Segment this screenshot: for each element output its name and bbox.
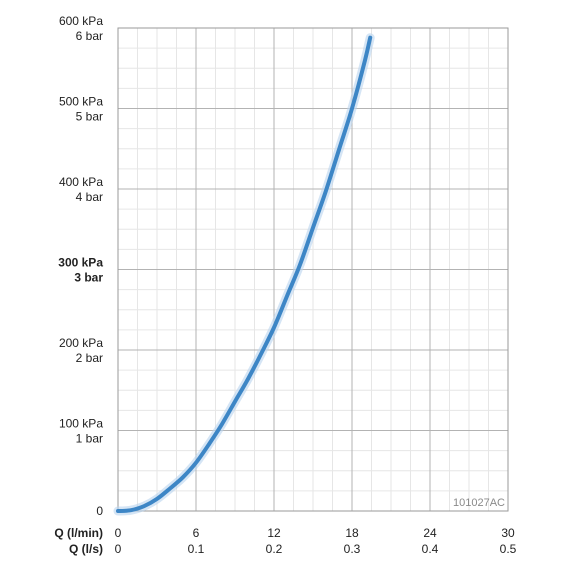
x-tick-label-lmin: 24 bbox=[423, 526, 437, 540]
y-tick-label-kpa: 500 kPa bbox=[59, 95, 103, 109]
pressure-curve-line bbox=[116, 35, 373, 513]
y-tick-label-kpa: 200 kPa bbox=[59, 336, 103, 350]
y-tick-label-kpa: 0 bbox=[96, 504, 103, 518]
x-axis-title-lmin: Q (l/min) bbox=[54, 526, 103, 540]
x-tick-label-lmin: 30 bbox=[501, 526, 515, 540]
x-tick-label-ls: 0.5 bbox=[500, 542, 517, 556]
x-tick-label-ls: 0 bbox=[115, 542, 122, 556]
y-tick-label-bar: 6 bar bbox=[76, 29, 103, 43]
x-tick-label-ls: 0.4 bbox=[422, 542, 439, 556]
y-tick-label-bar: 1 bar bbox=[76, 432, 103, 446]
plot-frame bbox=[117, 27, 509, 512]
y-tick-label-kpa: 300 kPa bbox=[58, 256, 103, 270]
y-tick-label-bar: 4 bar bbox=[76, 190, 103, 204]
x-axis-labels: Q (l/min) Q (l/s) 0 6 12 18 24 30 0 0.1 0.2 0.3 0.4 0… bbox=[54, 526, 516, 556]
x-axis-title-ls: Q (l/s) bbox=[69, 542, 103, 556]
x-tick-label-lmin: 12 bbox=[267, 526, 281, 540]
x-tick-label-lmin: 6 bbox=[193, 526, 200, 540]
y-tick-label-kpa: 100 kPa bbox=[59, 417, 103, 431]
y-tick-label-kpa: 400 kPa bbox=[59, 175, 103, 189]
x-tick-label-ls: 0.1 bbox=[188, 542, 205, 556]
x-tick-label-ls: 0.3 bbox=[344, 542, 361, 556]
y-tick-label-kpa: 600 kPa bbox=[59, 14, 103, 28]
chart-code-label: 101027AC bbox=[453, 497, 505, 509]
x-tick-label-lmin: 18 bbox=[345, 526, 359, 540]
y-tick-label-bar: 5 bar bbox=[76, 110, 103, 124]
x-tick-label-ls: 0.2 bbox=[266, 542, 283, 556]
x-tick-label-lmin: 0 bbox=[115, 526, 122, 540]
y-tick-label-bar: 2 bar bbox=[76, 351, 103, 365]
y-tick-label-bar: 3 bar bbox=[74, 271, 103, 285]
